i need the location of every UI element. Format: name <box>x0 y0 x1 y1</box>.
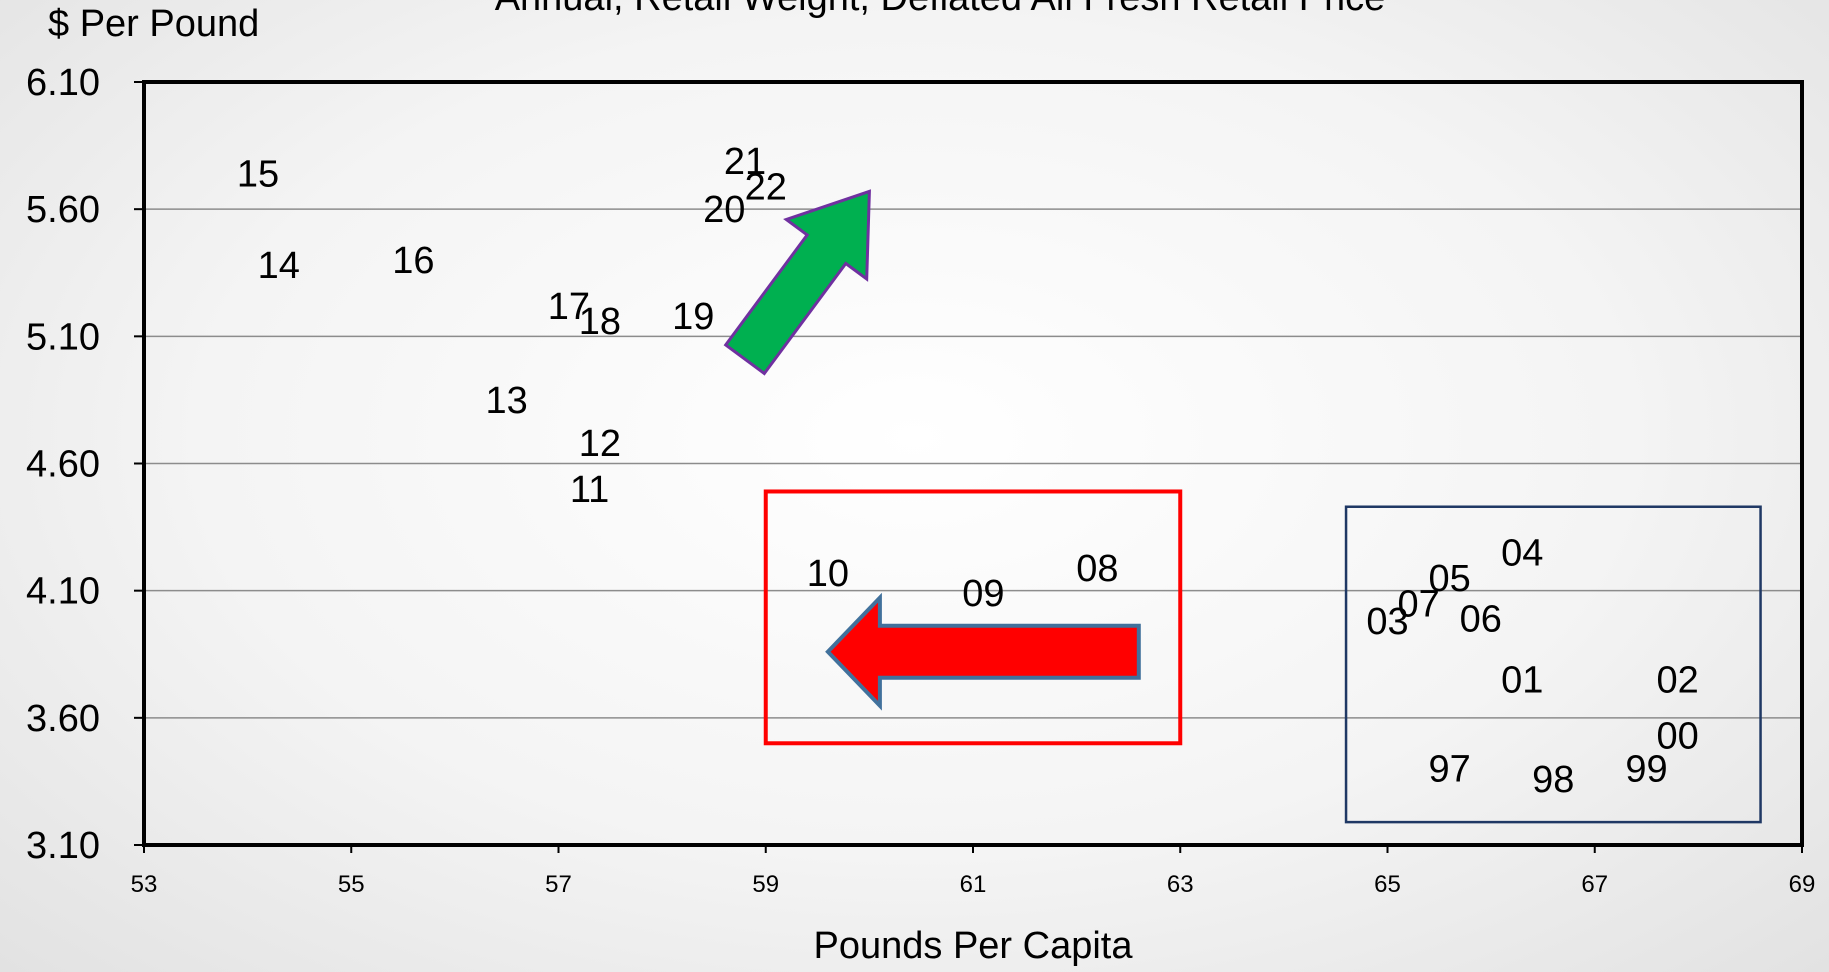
data-point-label: 97 <box>1429 749 1471 791</box>
x-tick-label: 55 <box>338 871 365 898</box>
x-axis-ticks: 53 55 57 59 61 63 65 67 69 <box>131 845 1816 898</box>
x-tick-label: 63 <box>1167 871 1194 898</box>
data-point-label: 07 <box>1397 583 1439 625</box>
x-tick-label: 59 <box>752 871 779 898</box>
data-point-label: 09 <box>962 573 1004 615</box>
y-tick-label: 5.60 <box>26 189 100 231</box>
x-tick-label: 57 <box>545 871 572 898</box>
data-point-label: 22 <box>745 166 787 208</box>
data-point-label: 10 <box>807 553 849 595</box>
data-point-label: 20 <box>703 189 745 231</box>
data-point-label: 12 <box>579 423 621 465</box>
early-period-box <box>1344 505 1762 824</box>
data-point-label: 14 <box>258 245 300 287</box>
data-point-label: 19 <box>672 296 714 338</box>
x-tick-label: 65 <box>1374 871 1401 898</box>
data-point-label: 99 <box>1625 749 1667 791</box>
y-tick-label: 4.60 <box>26 444 100 486</box>
middle-period-arrow <box>825 592 1141 711</box>
x-tick-label: 61 <box>960 871 987 898</box>
data-point-label: 11 <box>570 469 609 511</box>
x-axis-label: Pounds Per Capita <box>814 925 1134 967</box>
data-point-label: 04 <box>1501 533 1543 575</box>
y-tick-label: 5.10 <box>26 316 100 358</box>
data-point-label: 18 <box>579 301 621 343</box>
y-tick-label: 3.60 <box>26 698 100 740</box>
data-point-label: 21 <box>724 141 766 183</box>
y-tick-label: 3.10 <box>26 825 100 867</box>
x-tick-label: 53 <box>131 871 158 898</box>
x-tick-label: 67 <box>1581 871 1608 898</box>
data-point-label: 16 <box>392 240 434 282</box>
chart-title: Annual, Retail Weight, Deflated All Fres… <box>495 0 1386 19</box>
data-point-label: 01 <box>1501 660 1543 702</box>
data-point-label: 00 <box>1657 716 1699 758</box>
y-tick-label: 6.10 <box>26 62 100 104</box>
gridlines <box>144 208 1802 719</box>
recent-trend-arrow <box>723 189 871 376</box>
middle-period-box <box>763 489 1183 746</box>
data-point-label: 17 <box>548 286 590 328</box>
data-point-label: 08 <box>1076 548 1118 590</box>
data-point-label: 98 <box>1532 759 1574 801</box>
data-point-label: 05 <box>1429 558 1471 600</box>
y-axis-ticks: 3.10 3.60 4.10 4.60 5.10 5.60 6.10 <box>26 62 144 867</box>
data-point-label: 15 <box>237 154 279 196</box>
annotations <box>723 189 1762 824</box>
data-point-label: 06 <box>1460 599 1502 641</box>
data-point-label: 02 <box>1657 660 1699 702</box>
data-point-label: 13 <box>486 380 528 422</box>
plot-frame <box>142 80 1804 847</box>
data-point-label: 03 <box>1366 601 1408 643</box>
y-axis-label: $ Per Pound <box>48 3 259 45</box>
x-tick-label: 69 <box>1789 871 1816 898</box>
y-tick-label: 4.10 <box>26 571 100 613</box>
